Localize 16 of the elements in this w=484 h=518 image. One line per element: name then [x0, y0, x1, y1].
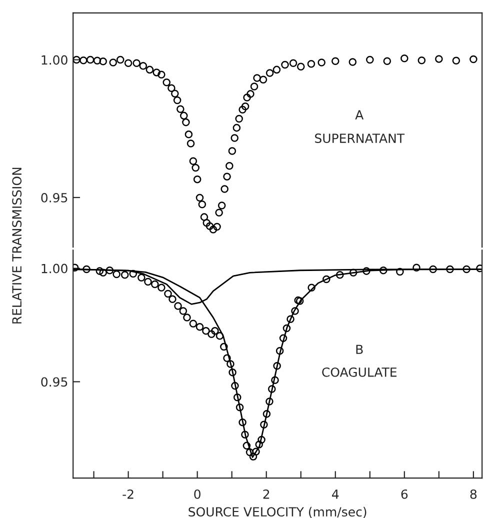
x-tick-label: 4: [332, 490, 339, 499]
x-tick-label: 6: [401, 489, 408, 499]
x-tick-label: 8: [470, 489, 477, 499]
x-axis-title: SOURCE VELOCITY (mm/sec): [188, 506, 366, 518]
y-tick-label: 0.95: [41, 377, 68, 387]
y-tick-label: 1.00: [42, 55, 68, 65]
x-tick-label: -2: [122, 489, 134, 499]
x-tick-label: 0: [194, 489, 200, 499]
annotation: B: [356, 344, 363, 354]
annotation: COAGULATE: [322, 367, 397, 377]
y-tick-label: 1.00: [42, 264, 68, 274]
annotation: SUPERNATANT: [315, 134, 405, 144]
annotation: A: [355, 110, 364, 120]
y-tick-label: 0.95: [41, 192, 68, 202]
y-axis-title: RELATIVE TRANSMISSION: [12, 168, 22, 324]
x-tick-label: 2: [263, 489, 270, 499]
